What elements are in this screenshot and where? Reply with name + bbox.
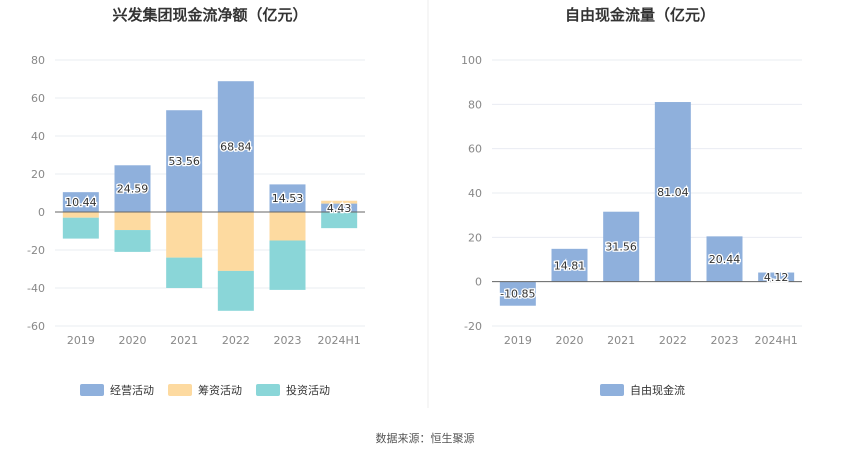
y-tick-label: 0 — [38, 206, 45, 219]
y-tick-label: 20 — [468, 231, 482, 244]
legend-swatch[interactable] — [256, 384, 280, 396]
bar-2020-经营活动 — [114, 165, 151, 212]
bar-2024H1-投资活动 — [321, 212, 358, 229]
bar-2022-投资活动 — [217, 270, 254, 311]
data-label: 10.44 — [65, 196, 97, 209]
legend-label[interactable]: 投资活动 — [286, 383, 330, 397]
bar-2020-筹资活动 — [114, 212, 151, 231]
bar-2019-投资活动 — [62, 217, 99, 239]
y-tick-label: -40 — [27, 282, 45, 295]
y-tick-label: 100 — [461, 54, 482, 67]
y-tick-label: 40 — [468, 187, 482, 200]
legend-swatch[interactable] — [80, 384, 104, 396]
chart-2-title: 自由现金流量（亿元） — [565, 6, 715, 24]
x-tick-label: 2021 — [170, 334, 198, 347]
bar-2019-自由现金流 — [499, 281, 536, 306]
bar-2019-筹资活动 — [62, 212, 99, 218]
x-tick-label: 2024H1 — [755, 334, 798, 347]
y-tick-label: 40 — [31, 130, 45, 143]
legend-swatch[interactable] — [168, 384, 192, 396]
data-label: 81.04 — [657, 186, 689, 199]
legend-swatch[interactable] — [600, 384, 624, 396]
x-tick-label: 2020 — [119, 334, 147, 347]
x-tick-label: 2019 — [504, 334, 532, 347]
chart-1-y-axis-ticks: 80 60 40 20 0 -20 -40 -60 — [27, 54, 45, 333]
bar-2023-自由现金流 — [706, 236, 743, 282]
bar-2021-筹资活动 — [166, 212, 203, 258]
data-label: 24.59 — [117, 183, 149, 196]
cash-flow-net-chart: 兴发集团现金流净额（亿元） 80 60 40 20 0 -20 -40 -60 10.44 24… — [27, 6, 365, 397]
data-source-note: 数据来源：恒生聚源 — [376, 431, 475, 445]
chart-1-gridlines — [55, 59, 365, 327]
y-tick-label: 60 — [468, 143, 482, 156]
bar-2024H1-经营活动 — [321, 203, 358, 212]
x-tick-label: 2023 — [711, 334, 739, 347]
bar-2022-筹资活动 — [217, 212, 254, 271]
chart-2-gridlines — [492, 59, 802, 327]
y-tick-label: 20 — [31, 168, 45, 181]
y-tick-label: 0 — [475, 276, 482, 289]
bar-2022-自由现金流 — [654, 102, 691, 282]
data-label: 20.44 — [709, 253, 741, 266]
bar-2022-经营活动 — [217, 81, 254, 212]
legend-label[interactable]: 筹资活动 — [198, 383, 242, 397]
chart-2-y-axis-ticks: 100 80 60 40 20 0 -20 — [461, 54, 482, 333]
data-label: 14.53 — [272, 192, 304, 205]
x-tick-label: 2021 — [607, 334, 635, 347]
y-tick-label: -20 — [464, 320, 482, 333]
bar-2020-投资活动 — [114, 230, 151, 252]
chart-1-data-labels: 10.44 24.59 53.56 68.84 14.53 4.43 — [64, 139, 353, 216]
bar-2020-自由现金流 — [551, 248, 588, 282]
chart-1-bars — [62, 81, 358, 311]
chart-1-x-axis-ticks: 2019 2020 2021 2022 2023 2024H1 — [67, 334, 361, 347]
y-tick-label: -20 — [27, 244, 45, 257]
chart-2-bars — [499, 102, 795, 306]
chart-2-legend: 自由现金流 — [600, 383, 685, 397]
chart-2-data-labels: -10.85 14.81 31.56 81.04 20.44 4.12 — [499, 185, 790, 302]
chart-1-legend: 经营活动 筹资活动 投资活动 — [80, 383, 330, 397]
legend-label[interactable]: 自由现金流 — [630, 383, 685, 397]
chart-1-title: 兴发集团现金流净额（亿元） — [112, 6, 307, 24]
data-label: 14.81 — [554, 259, 586, 272]
x-tick-label: 2022 — [222, 334, 250, 347]
bar-2024H1-自由现金流 — [758, 272, 795, 282]
x-tick-label: 2022 — [659, 334, 687, 347]
y-tick-label: 60 — [31, 92, 45, 105]
data-label: 4.12 — [764, 271, 789, 284]
x-tick-label: 2024H1 — [318, 334, 361, 347]
bar-2021-投资活动 — [166, 257, 203, 288]
bar-2019-经营活动 — [62, 192, 99, 212]
legend-label[interactable]: 经营活动 — [110, 383, 154, 397]
bar-2021-经营活动 — [166, 110, 203, 212]
data-label: 4.43 — [327, 202, 352, 215]
chart-2-x-axis-ticks: 2019 2020 2021 2022 2023 2024H1 — [504, 334, 798, 347]
free-cash-flow-chart: 自由现金流量（亿元） 100 80 60 40 20 0 -20 -10.85 14.81 31… — [461, 6, 802, 397]
bar-2023-经营活动 — [269, 184, 306, 212]
bar-2023-筹资活动 — [269, 212, 306, 241]
data-label: -10.85 — [500, 288, 535, 301]
x-tick-label: 2019 — [67, 334, 95, 347]
bar-2021-自由现金流 — [603, 211, 640, 282]
y-tick-label: 80 — [31, 54, 45, 67]
x-tick-label: 2023 — [274, 334, 302, 347]
y-tick-label: 80 — [468, 98, 482, 111]
x-tick-label: 2020 — [556, 334, 584, 347]
bar-2023-投资活动 — [269, 240, 306, 290]
data-label: 68.84 — [220, 141, 252, 154]
data-label: 53.56 — [168, 155, 200, 168]
y-tick-label: -60 — [27, 320, 45, 333]
data-label: 31.56 — [605, 241, 637, 254]
bar-2024H1-筹资活动 — [321, 200, 358, 204]
